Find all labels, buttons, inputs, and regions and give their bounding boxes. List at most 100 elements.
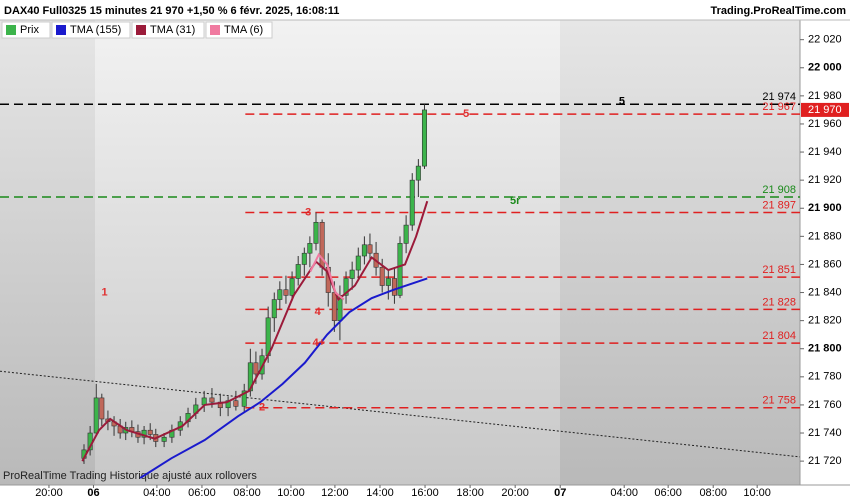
ma-line: [309, 252, 345, 301]
candle-body: [361, 244, 367, 257]
level-label: 21 828: [762, 296, 796, 308]
y-tick-label: 21 940: [808, 146, 842, 158]
x-tick-label: 06:00: [188, 487, 216, 499]
annotation: 2: [259, 402, 265, 414]
legend-box: [51, 21, 131, 39]
level-label: 21 851: [762, 264, 796, 276]
annotation: 5: [463, 108, 469, 120]
legend-swatch: [210, 25, 220, 35]
candle-body: [349, 269, 355, 279]
x-tick-label: 12:00: [321, 487, 349, 499]
candle-body: [233, 400, 239, 407]
y-tick-label: 21 800: [808, 343, 842, 355]
legend-box: [131, 21, 205, 39]
candle-body: [307, 243, 313, 254]
y-tick-label: 21 720: [808, 455, 842, 467]
level-label: 21 974: [762, 91, 796, 103]
level-label: 21 967: [762, 101, 796, 113]
ma-line: [139, 277, 428, 479]
candle-body: [355, 255, 361, 271]
x-tick-label: 20:00: [35, 487, 63, 499]
x-tick-label: 10:00: [277, 487, 305, 499]
y-tick-label: 21 740: [808, 427, 842, 439]
x-tick-label: 20:00: [501, 487, 529, 499]
candle-body: [415, 165, 421, 181]
x-tick-label: 06:00: [654, 487, 682, 499]
header-title: DAX40 Full0325 15 minutes 21 970 +1,50 %…: [4, 5, 339, 17]
candle-body: [141, 429, 147, 438]
annotation: 5r: [510, 195, 521, 207]
y-tick-label: 21 880: [808, 230, 842, 242]
level-label: 21 897: [762, 199, 796, 211]
x-tick-label: 04:00: [610, 487, 638, 499]
annotation: 5: [619, 95, 625, 107]
level-label: 21 908: [762, 184, 796, 196]
candle-body: [313, 221, 319, 244]
x-tick-label: 18:00: [456, 487, 484, 499]
candle-body: [283, 289, 289, 296]
legend-swatch: [136, 25, 146, 35]
candle-body: [147, 429, 153, 435]
header-site: Trading.ProRealTime.com: [710, 5, 846, 17]
candle-body: [397, 243, 403, 296]
legend-swatch: [56, 25, 66, 35]
y-tick-label: 22 020: [808, 34, 842, 46]
candle-body: [209, 397, 215, 403]
candle-body: [403, 224, 409, 244]
y-tick-label: 21 840: [808, 286, 842, 298]
y-tick-label: 21 780: [808, 371, 842, 383]
candle-body: [289, 278, 295, 296]
candle-body: [161, 436, 167, 442]
y-tick-label: 21 980: [808, 90, 842, 102]
candle-body: [391, 278, 397, 296]
legend-label: TMA (6): [224, 24, 263, 36]
x-tick-label: 10:00: [743, 487, 771, 499]
level-label: 21 758: [762, 395, 796, 407]
candle-body: [385, 278, 391, 286]
y-tick-label: 21 820: [808, 315, 842, 327]
candle-body: [93, 397, 99, 434]
legend-label: TMA (31): [150, 24, 195, 36]
session-shade: [0, 20, 95, 485]
y-tick-label: 21 760: [808, 399, 842, 411]
x-tick-label: 08:00: [233, 487, 261, 499]
candle-body: [241, 390, 247, 407]
candle-body: [367, 244, 373, 254]
candle-body: [301, 252, 307, 265]
annotation: 1: [102, 286, 108, 298]
candle-body: [271, 299, 277, 319]
x-tick-label: 04:00: [143, 487, 171, 499]
candle-body: [253, 362, 259, 375]
annotation: 3: [305, 206, 311, 218]
y-tick-label: 21 860: [808, 258, 842, 270]
legend-label: Prix: [20, 24, 39, 36]
x-tick-label: 16:00: [411, 487, 439, 499]
x-tick-label: 07: [554, 487, 566, 499]
y-tick-label: 22 000: [808, 62, 842, 74]
candle-body: [409, 179, 415, 226]
candle-body: [331, 292, 337, 321]
annotation: 4: [315, 306, 322, 318]
y-tick-label: 21 900: [808, 202, 842, 214]
candle-body: [379, 266, 385, 286]
y-tick-label: 21 960: [808, 118, 842, 130]
annotation: 4+: [313, 337, 326, 349]
legend-label: TMA (155): [70, 24, 121, 36]
candle-body: [277, 289, 283, 300]
legend-box: [205, 21, 273, 39]
candle-body: [295, 264, 301, 279]
candle-body: [99, 397, 105, 420]
candle-body: [343, 278, 349, 296]
x-tick-label: 06: [87, 487, 99, 499]
x-tick-label: 14:00: [366, 487, 394, 499]
footer: ProRealTime Trading Historique ajusté au…: [3, 470, 257, 482]
candle-body: [421, 109, 427, 167]
x-tick-label: 08:00: [699, 487, 727, 499]
last-price-label: 21 970: [808, 104, 842, 116]
last-price-box: [801, 102, 849, 117]
ma-line: [81, 200, 429, 462]
level-label: 21 804: [762, 330, 796, 342]
y-tick-label: 21 920: [808, 174, 842, 186]
legend-swatch: [6, 25, 16, 35]
